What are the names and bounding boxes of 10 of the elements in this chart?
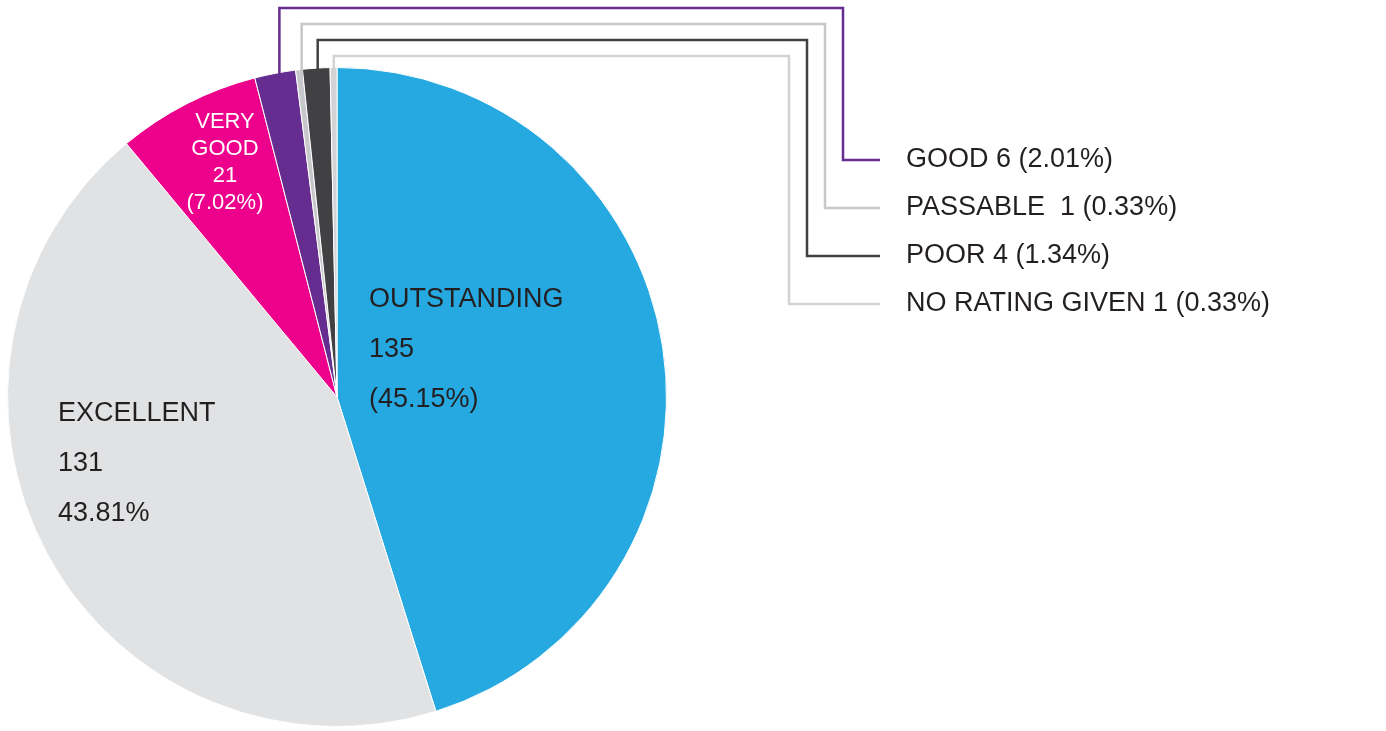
slice-label: POOR 4 (1.34%)	[906, 239, 1111, 270]
slice-label: EXCELLENT	[57, 397, 216, 428]
slice-label: OUTSTANDING	[369, 282, 564, 313]
data-label: 21 (7.02%)	[186, 161, 264, 214]
data-label: 135 (45.15%)	[369, 332, 479, 413]
slice-label: PASSABLE 1 (0.33%)	[906, 191, 1178, 222]
slice-label: NO RATING GIVEN 1 (0.33%)	[906, 287, 1271, 318]
data-label: 131 43.81%	[57, 447, 150, 528]
slice-label: VERY GOOD	[191, 107, 259, 160]
category-label: GOOD 6 (2.01%)	[906, 143, 1114, 174]
